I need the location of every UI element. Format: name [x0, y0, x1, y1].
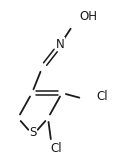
Text: N: N [56, 37, 64, 51]
Text: Cl: Cl [96, 91, 108, 103]
Text: S: S [29, 127, 37, 140]
Text: Cl: Cl [50, 143, 62, 155]
Text: OH: OH [79, 9, 97, 22]
